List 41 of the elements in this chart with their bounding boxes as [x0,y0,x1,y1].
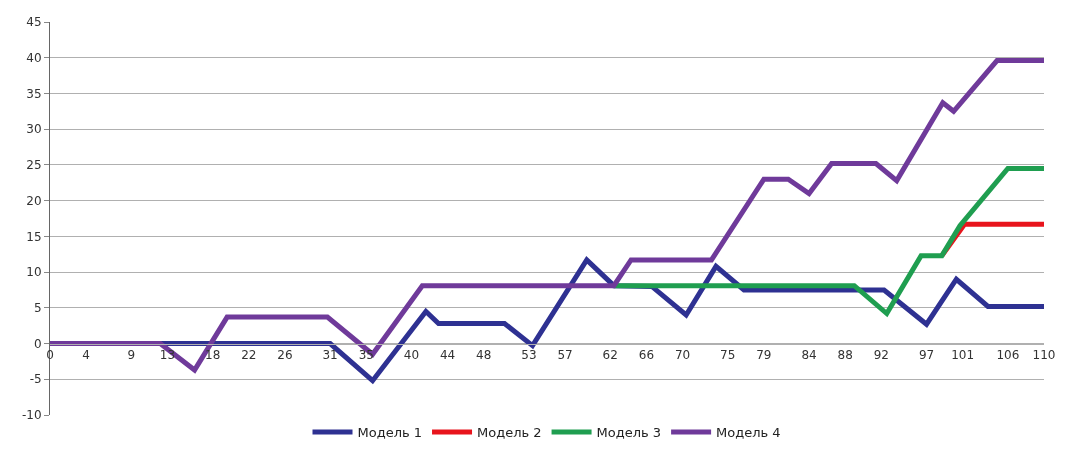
x-tick-label: 48 [476,347,492,362]
legend-label: Модель 2 [477,424,542,440]
y-tick-label: 30 [26,122,42,137]
x-tick-label: 92 [873,347,889,362]
x-tick-label: 44 [439,347,456,362]
y-tick-label: 20 [26,193,42,208]
x-tick-label: 110 [1032,347,1056,362]
x-tick-label: 53 [521,347,537,362]
x-tick-label: 66 [638,347,655,362]
x-tick-label: 4 [82,347,90,362]
x-tick-label: 26 [277,347,293,362]
y-tick-label: 5 [33,301,42,316]
x-tick-label: 40 [403,347,420,362]
legend-label: Модель 4 [716,424,781,440]
x-tick-label: 22 [241,347,257,362]
y-tick-label: -10 [21,408,42,423]
x-tick-label: 18 [205,347,221,362]
x-tick-label: 106 [996,347,1020,362]
x-tick-label: 31 [322,347,338,362]
x-tick-label: 57 [557,347,573,362]
x-tick-label: 62 [602,347,618,362]
y-tick-label: 15 [26,229,42,244]
x-tick-label: 101 [951,347,975,362]
x-tick-label: 97 [918,347,935,362]
y-tick-label: 10 [26,265,42,280]
x-tick-label: 70 [674,347,691,362]
x-tick-label: 88 [837,347,853,362]
legend-label: Модель 1 [357,424,423,440]
y-tick-label: 25 [26,158,42,173]
x-tick-label: 9 [127,347,136,362]
x-tick-label: 75 [720,347,736,362]
x-tick-label: 13 [159,347,176,362]
legend-label: Модель 3 [596,424,662,440]
y-tick-label: 40 [26,50,42,65]
y-tick-label: 0 [33,336,42,351]
y-tick-label: 35 [26,86,42,101]
x-tick-label: 84 [801,347,817,362]
y-tick-label: -5 [29,372,42,387]
x-tick-label: 79 [756,347,772,362]
y-tick-label: 45 [26,15,42,30]
x-tick-label: 35 [358,347,374,362]
